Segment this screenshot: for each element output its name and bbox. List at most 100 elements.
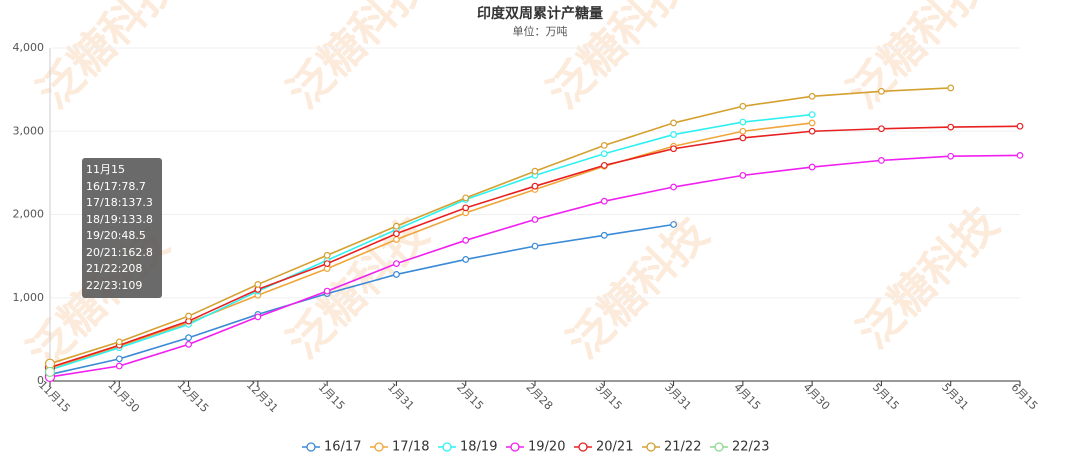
data-point [393,222,400,230]
data-point [670,131,677,138]
data-point [115,338,123,346]
legend-swatch [374,442,384,452]
data-point [323,260,331,268]
data-point [1016,122,1024,130]
tooltip-value: 109 [121,278,143,292]
watermark: 泛糖科技 [838,0,999,118]
data-point [947,152,955,160]
data-point [323,251,331,259]
watermark: 泛糖科技 [848,198,1009,359]
x-tick-label: 1月15 [316,381,348,413]
tooltip-name: 18/19 [86,212,118,226]
legend-label: 20/21 [596,440,633,455]
data-point [670,183,677,191]
tooltip-row: 22/23:109 [86,278,143,292]
x-tick-label: 11月30 [105,378,142,415]
tooltip-row: 19/20:48.5 [86,229,146,242]
y-tick-label: 2,000 [13,208,45,221]
data-point [531,242,539,250]
data-point [531,182,539,190]
data-point [185,312,192,320]
watermark: 泛糖科技 [558,208,719,369]
legend-label: 17/18 [392,440,429,455]
data-point [393,271,400,278]
tooltip-value: 208 [121,262,143,275]
tooltip-name: 20/21 [86,245,118,259]
tooltip-row: 18/19:133.8 [86,212,153,226]
data-point [531,216,539,223]
tooltip-title: 11月15 [86,163,125,176]
tooltip-value: 162.8 [121,245,153,259]
data-point [808,92,816,100]
data-point [808,111,816,118]
x-tick-label: 5月31 [939,381,971,413]
legend-swatch [442,442,452,452]
legend-label: 21/22 [664,440,701,455]
data-point [878,87,885,95]
watermark: 泛糖科技 [278,0,439,118]
data-point [947,84,955,92]
series-line [49,122,813,371]
tooltip-value: 133.8 [121,212,153,226]
data-point [600,197,608,205]
data-point [947,123,955,131]
data-point [670,119,677,127]
data-point [739,171,747,179]
data-point [462,236,470,244]
data-point [185,340,192,348]
data-point [739,127,747,135]
legend-swatch [578,442,588,452]
data-point [808,163,816,171]
y-tick-label: 0 [37,374,44,387]
x-tick-label: 3月15 [593,381,625,413]
data-point [115,362,123,370]
data-point [670,221,677,228]
data-point [393,230,400,238]
data-point [808,127,816,135]
legend-label: 22/23 [732,440,769,455]
data-point [600,231,608,239]
data-point [739,134,747,142]
data-point [462,256,470,263]
x-tick-label: 5月15 [870,381,902,413]
tooltip-row: 16/17:78.7 [86,179,146,193]
tooltip-name: 22/23 [86,278,118,292]
y-tick-label: 4,000 [13,41,45,54]
x-tick-label: 12月15 [175,378,212,415]
x-tick-label: 3月31 [662,381,694,413]
tooltip-name: 21/22 [86,262,118,275]
tooltip: 11月15 16/17:78.7 17/18:137.3 18/19:133.8 19/… [82,158,162,298]
x-tick-label: 11月15 [36,378,73,415]
x-tick-label: 4月15 [731,381,763,413]
data-point [393,260,400,268]
data-point [254,281,262,288]
data-point [531,167,539,175]
data-point [600,161,608,169]
tooltip-name: 19/20 [86,229,118,242]
data-point [254,313,262,321]
data-point [808,119,816,127]
data-point [878,156,885,164]
legend-swatch [510,442,520,452]
data-point [739,118,747,126]
tooltip-name: 16/17 [86,179,118,193]
legend-label: 16/17 [324,440,361,455]
chart-title: 印度双周累计产糖量 [477,5,603,22]
data-point [462,204,470,212]
watermark: 泛糖科技 [28,0,189,118]
tooltip-row: 17/18:137.3 [86,196,153,209]
series-line [49,87,951,365]
x-tick-label: 2月28 [523,381,555,413]
chart-subtitle: 单位：万吨 [513,24,568,38]
data-point [1016,151,1024,159]
tooltip-name: 17/18 [86,196,118,209]
data-point [878,125,885,133]
data-point [739,102,747,110]
data-point [462,194,470,202]
x-tick-label: 6月15 [1008,381,1040,413]
legend-label: 18/19 [460,440,497,455]
data-point [600,142,608,149]
x-tick-label: 12月31 [244,378,281,415]
data-point [115,355,123,363]
